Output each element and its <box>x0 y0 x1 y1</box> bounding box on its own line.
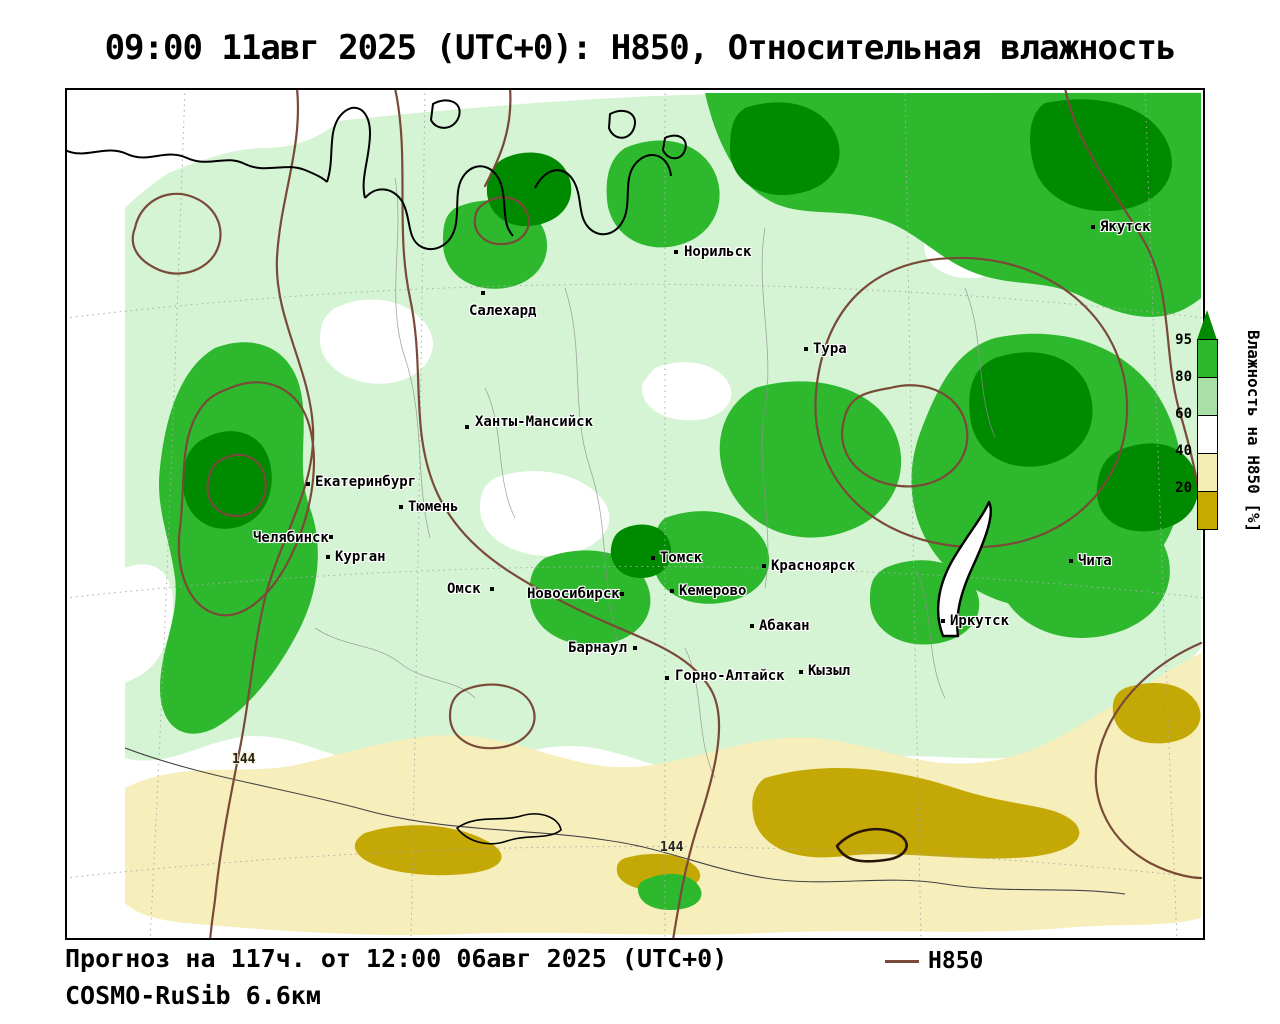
colorbar-segment <box>1197 491 1218 530</box>
model-info: COSMO-RuSib 6.6км <box>65 981 321 1010</box>
colorbar-ticks: 95 80 60 40 20 <box>1148 0 1192 1024</box>
colorbar-tick-label: 20 <box>1175 480 1192 496</box>
colorbar-tick-label: 40 <box>1175 443 1192 459</box>
colorbar-tick-label: 60 <box>1175 406 1192 422</box>
humidity-colorbar <box>1197 310 1218 530</box>
colorbar-title: Влажность на H850 [%] <box>1244 330 1263 533</box>
graticule-layer <box>65 88 1205 940</box>
contour-legend: H850 <box>885 948 983 974</box>
admin-borders-layer <box>314 177 996 779</box>
contour-lines-layer <box>131 88 1203 940</box>
weather-map <box>65 88 1205 940</box>
page-title: 09:00 11авг 2025 (UTC+0): H850, Относите… <box>104 28 1177 68</box>
colorbar-segment <box>1197 453 1218 492</box>
colorbar-segment <box>1197 415 1218 454</box>
lake-baikal-outline <box>936 500 992 638</box>
country-borders-layer <box>124 747 1126 895</box>
colorbar-segment <box>1197 339 1218 378</box>
map-canvas <box>65 88 1205 940</box>
coastlines-layer <box>65 99 992 863</box>
h850-line-sample <box>885 959 919 963</box>
colorbar-tick-label: 95 <box>1175 332 1192 348</box>
forecast-info: Прогноз на 117ч. от 12:00 06авг 2025 (UT… <box>65 944 728 973</box>
humidity-fill-layer <box>65 88 1201 936</box>
colorbar-segment <box>1197 377 1218 416</box>
colorbar-arrow <box>1197 310 1217 340</box>
colorbar-tick-label: 80 <box>1175 369 1192 385</box>
legend-label: H850 <box>928 948 984 974</box>
